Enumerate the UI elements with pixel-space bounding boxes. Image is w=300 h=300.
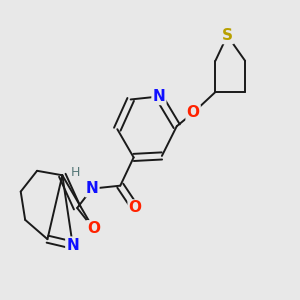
Text: O: O	[187, 105, 200, 120]
Text: O: O	[129, 200, 142, 215]
Text: H: H	[71, 166, 80, 179]
Text: N: N	[86, 181, 98, 196]
Text: O: O	[87, 221, 100, 236]
Text: N: N	[152, 89, 165, 104]
Text: N: N	[66, 238, 79, 253]
Text: S: S	[222, 28, 233, 43]
